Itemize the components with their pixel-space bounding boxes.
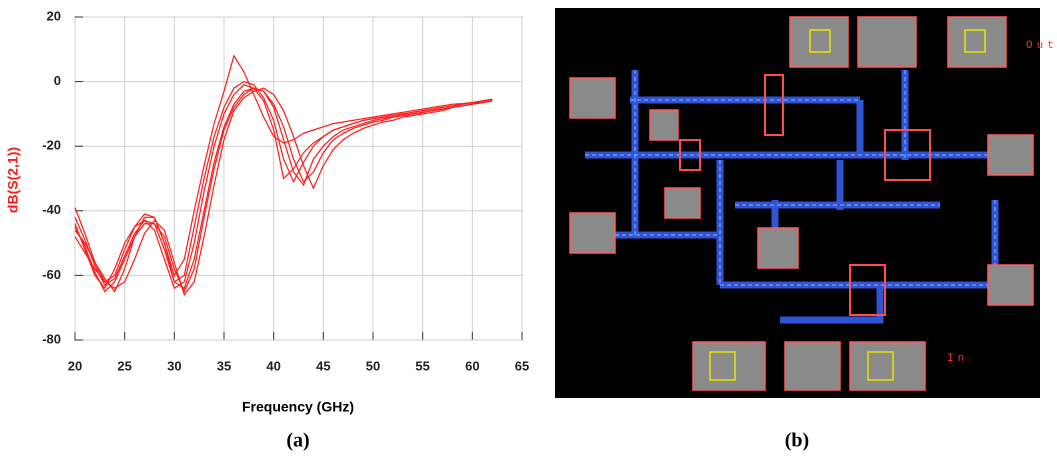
figure: 20 25 30 35 40 45 50 55 60 65 -80 -60 -40 -20 0 20 Freq…: [0, 0, 1057, 464]
x-tick-label: 60: [465, 358, 479, 373]
x-tick-label: 40: [266, 358, 280, 373]
x-tick-label: 35: [217, 358, 231, 373]
layout-image: Out In: [555, 8, 1057, 398]
caption: (a): [286, 430, 309, 452]
layout-label: In: [947, 353, 968, 365]
x-axis-label: Frequency (GHz): [242, 399, 354, 415]
x-tick-label: 30: [167, 358, 181, 373]
x-tick-label: 20: [68, 358, 82, 373]
y-tick-label: 20: [47, 8, 61, 23]
x-tick-label: 50: [366, 358, 380, 373]
x-tick-label: 55: [415, 358, 429, 373]
y-tick-label: -80: [42, 331, 61, 346]
y-axis-label: dB(S(2,1)): [5, 147, 21, 213]
caption: (b): [785, 430, 809, 452]
y-tick-label: -40: [42, 202, 61, 217]
y-tick-label: 0: [54, 73, 61, 88]
x-tick-label: 25: [117, 358, 131, 373]
layout-label: Out: [1026, 40, 1057, 52]
x-tick-label: 65: [515, 358, 529, 373]
y-tick-label: -60: [42, 267, 61, 282]
x-tick-label: 45: [316, 358, 330, 373]
y-tick-label: -20: [42, 138, 61, 153]
